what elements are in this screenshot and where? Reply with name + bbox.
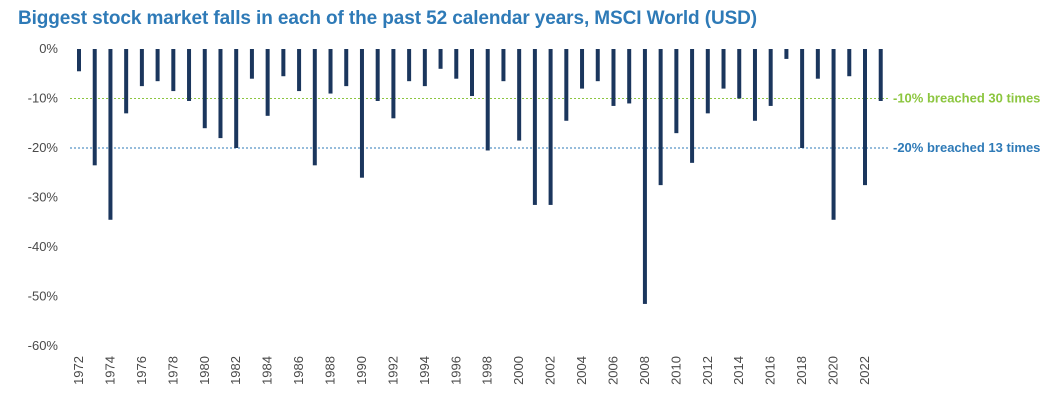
bar [281, 49, 286, 77]
bar [139, 49, 144, 87]
bar [359, 49, 364, 178]
bar [187, 49, 192, 101]
bar [391, 49, 396, 119]
bar [438, 49, 443, 69]
bar [642, 49, 647, 304]
bar [312, 49, 317, 166]
x-tick-label: 2000 [511, 356, 526, 385]
reference-line-label: -10% breached 30 times [893, 91, 1040, 106]
x-tick-label: 1972 [71, 356, 86, 385]
bar [878, 49, 883, 101]
x-tick-label: 1988 [323, 356, 338, 385]
bar [863, 49, 867, 186]
bar [297, 49, 302, 92]
y-tick-label: -30% [28, 190, 59, 205]
bar [375, 49, 380, 101]
bar [737, 49, 742, 99]
bar [124, 49, 129, 114]
x-tick-label: 1994 [417, 356, 432, 385]
bar [485, 49, 490, 151]
x-tick-label: 2014 [731, 356, 746, 385]
bar [580, 49, 585, 89]
x-tick-label: 2002 [543, 356, 558, 385]
bar [265, 49, 270, 116]
bar [847, 49, 852, 77]
x-tick-label: 2012 [700, 356, 715, 385]
x-tick-label: 2010 [668, 356, 683, 385]
bar [705, 49, 710, 114]
bar [92, 49, 97, 166]
bar [517, 49, 522, 141]
bar [658, 49, 663, 186]
bar [422, 49, 427, 87]
x-tick-label: 2022 [857, 356, 872, 385]
bar [548, 49, 553, 205]
x-tick-label: 2006 [605, 356, 620, 385]
bar [218, 49, 223, 139]
x-tick-label: 1998 [480, 356, 495, 385]
bar [501, 49, 506, 82]
x-tick-label: 2004 [574, 356, 589, 385]
bar [768, 49, 773, 106]
bar [171, 49, 176, 92]
x-tick-label: 2020 [826, 356, 841, 385]
bar [470, 49, 474, 97]
bar [202, 49, 207, 129]
x-tick-label: 1990 [354, 356, 369, 385]
reference-line-label: -20% breached 13 times [893, 140, 1040, 155]
bar [234, 49, 239, 148]
bar [407, 49, 412, 82]
x-tick-label: 1986 [291, 356, 306, 385]
bar [155, 49, 160, 82]
bar [784, 49, 789, 59]
y-tick-label: -40% [28, 239, 59, 254]
x-tick-label: 1992 [385, 356, 400, 385]
bar [752, 49, 757, 121]
y-tick-label: -20% [28, 140, 59, 155]
x-tick-label: 1984 [260, 356, 275, 385]
bar [564, 49, 569, 121]
bar [611, 49, 616, 106]
bar [454, 49, 459, 79]
y-tick-label: -50% [28, 289, 59, 304]
bar [831, 49, 836, 220]
x-tick-label: 1978 [165, 356, 180, 385]
bar [815, 49, 820, 79]
bar [627, 49, 632, 104]
x-tick-label: 2018 [794, 356, 809, 385]
bar [595, 49, 600, 82]
x-tick-label: 1996 [448, 356, 463, 385]
bar [800, 49, 805, 148]
x-tick-label: 1976 [134, 356, 149, 385]
bar [690, 49, 695, 163]
bar [77, 49, 81, 72]
chart-title: Biggest stock market falls in each of th… [18, 8, 758, 29]
y-tick-label: -60% [28, 338, 59, 353]
x-tick-label: 2016 [763, 356, 778, 385]
x-tick-label: 1974 [102, 356, 117, 385]
bar [344, 49, 349, 87]
y-tick-label: 0% [39, 41, 58, 56]
bar [721, 49, 726, 89]
bar [328, 49, 333, 94]
bar [249, 49, 254, 79]
x-tick-label: 1982 [228, 356, 243, 385]
bar [108, 49, 113, 220]
bar [532, 49, 537, 205]
x-tick-label: 2008 [637, 356, 652, 385]
bar [674, 49, 679, 134]
y-tick-label: -10% [28, 91, 59, 106]
x-tick-label: 1980 [197, 356, 212, 385]
